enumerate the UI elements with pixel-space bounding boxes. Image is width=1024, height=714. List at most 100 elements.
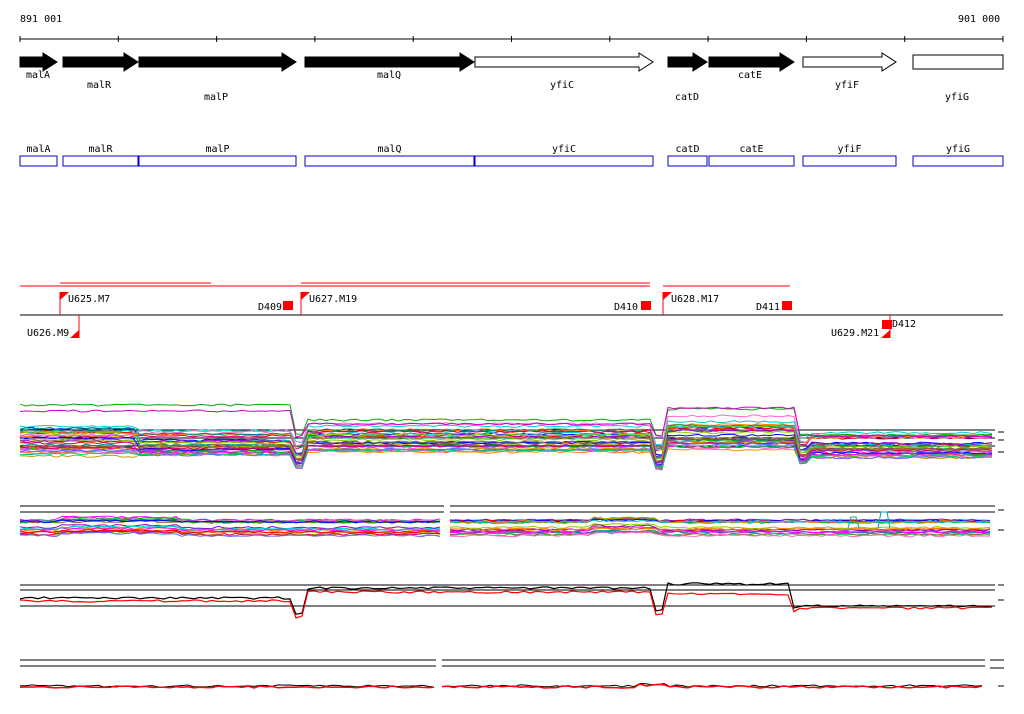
gene-label-catE: catE bbox=[738, 70, 762, 81]
region-start-coordinate: 891 001 bbox=[20, 14, 63, 25]
expression-profile-line bbox=[19, 424, 993, 450]
annotation-box-yfiC[interactable] bbox=[474, 155, 654, 167]
annotation-label-yfiF: yfiF bbox=[837, 144, 861, 155]
annotation-label-catD: catD bbox=[675, 144, 699, 155]
expression-profile-line bbox=[19, 523, 441, 530]
feature-range-track bbox=[20, 282, 790, 287]
expression-profile-line bbox=[19, 590, 993, 619]
expression-profile-line bbox=[19, 425, 993, 460]
expression-profile-line bbox=[450, 531, 991, 538]
upstream-flag[interactable] bbox=[60, 292, 69, 300]
annotation-box-catD[interactable] bbox=[667, 155, 708, 167]
expression-profile-line bbox=[449, 516, 991, 524]
annotation-box-yfiG[interactable] bbox=[912, 155, 1004, 167]
expression-profile-line bbox=[19, 582, 993, 615]
annotation-track: malA malR malP malQ yfiC catD catE yfiF yfiG bbox=[19, 144, 1004, 167]
expression-peak bbox=[877, 511, 891, 529]
expression-profile-line bbox=[19, 442, 993, 470]
feature-marker-track: U625.M7 U627.M19 U628.M17 U626.M9 U629.M21 D4… bbox=[20, 292, 1003, 339]
upstream-feature-label: U626.M9 bbox=[27, 328, 69, 339]
expression-profile-line bbox=[19, 519, 441, 524]
expression-profile-line bbox=[19, 531, 441, 538]
annotation-box-malP[interactable] bbox=[138, 155, 297, 167]
annotation-label-catE: catE bbox=[739, 144, 763, 155]
expression-profile-line bbox=[449, 529, 991, 534]
upstream-flag[interactable] bbox=[663, 292, 672, 300]
annotation-box-catE[interactable] bbox=[708, 155, 795, 167]
expression-panel-1 bbox=[19, 403, 995, 471]
upstream-feature-label: U629.M21 bbox=[831, 328, 879, 339]
expression-profile-line bbox=[441, 682, 983, 688]
gene-label-malP: malP bbox=[204, 92, 228, 103]
downstream-feature-label: D409 bbox=[258, 302, 282, 313]
annotation-label-malR: malR bbox=[88, 144, 113, 155]
annotation-box-malR[interactable] bbox=[62, 155, 139, 167]
expression-panel-4 bbox=[19, 431, 1004, 689]
upstream-feature-label: U628.M17 bbox=[671, 294, 719, 305]
expression-profile-line bbox=[19, 685, 435, 689]
expression-profile-line bbox=[19, 436, 993, 462]
annotation-label-malA: malA bbox=[26, 144, 50, 155]
annotation-box-malA[interactable] bbox=[19, 155, 58, 167]
upstream-feature-label: U625.M7 bbox=[68, 294, 110, 305]
gene-arrow-catD[interactable] bbox=[667, 52, 708, 72]
downstream-feature-label: D412 bbox=[892, 319, 916, 330]
expression-profile-line bbox=[19, 444, 993, 470]
annotation-box-malQ[interactable] bbox=[304, 155, 475, 167]
expression-panel-3 bbox=[19, 582, 995, 619]
gene-label-malR: malR bbox=[87, 80, 112, 91]
expression-profile-line bbox=[19, 438, 993, 468]
gene-label-yfiC: yfiC bbox=[550, 80, 574, 91]
annotation-box-yfiF[interactable] bbox=[802, 155, 897, 167]
expression-profile-line bbox=[449, 518, 991, 523]
expression-peak bbox=[847, 516, 860, 529]
expression-profile-line bbox=[19, 529, 441, 534]
expression-profile-line bbox=[449, 526, 991, 534]
downstream-marker[interactable] bbox=[641, 301, 651, 310]
expression-profile-line bbox=[19, 526, 441, 532]
gene-track: malA malR malP malQ yfiC catD catE yfiF yfiG bbox=[19, 52, 1004, 103]
gene-arrow-catE[interactable] bbox=[708, 52, 795, 72]
annotation-label-malP: malP bbox=[205, 144, 229, 155]
gene-arrow-malA[interactable] bbox=[19, 52, 58, 72]
upstream-flag[interactable] bbox=[881, 330, 890, 338]
gene-label-malA: malA bbox=[26, 70, 50, 81]
upstream-feature-label: U627.M19 bbox=[309, 294, 357, 305]
gene-label-yfiG: yfiG bbox=[945, 92, 969, 103]
expression-profile-line bbox=[19, 403, 993, 437]
expression-profile-line bbox=[20, 441, 993, 471]
annotation-label-yfiG: yfiG bbox=[946, 144, 970, 155]
annotation-label-yfiC: yfiC bbox=[552, 144, 576, 155]
gene-label-yfiF: yfiF bbox=[835, 80, 859, 91]
downstream-feature-label: D411 bbox=[756, 302, 780, 313]
expression-profile-line bbox=[449, 523, 991, 530]
gene-label-malQ: malQ bbox=[377, 70, 401, 81]
expression-profile-line bbox=[449, 526, 991, 531]
gene-arrow-yfiF[interactable] bbox=[802, 52, 897, 72]
downstream-feature-label: D410 bbox=[614, 302, 638, 313]
expression-profile-line bbox=[19, 441, 993, 463]
annotation-label-malQ: malQ bbox=[377, 144, 401, 155]
expression-profile-line bbox=[19, 525, 441, 531]
gene-arrow-malP[interactable] bbox=[138, 52, 297, 72]
downstream-marker[interactable] bbox=[283, 301, 293, 310]
expression-profile-line bbox=[441, 683, 983, 689]
coordinate-ruler bbox=[19, 36, 1004, 42]
upstream-flag[interactable] bbox=[301, 292, 310, 300]
gene-label-catD: catD bbox=[675, 92, 699, 103]
region-end-coordinate: 901 000 bbox=[958, 14, 1001, 25]
expression-profile-line bbox=[19, 420, 993, 446]
expression-profile-line bbox=[19, 406, 993, 438]
expression-profile-line bbox=[19, 423, 993, 451]
downstream-marker[interactable] bbox=[882, 320, 892, 329]
expression-profile-line bbox=[19, 515, 441, 522]
upstream-flag[interactable] bbox=[70, 330, 79, 338]
gene-arrow-yfiG[interactable] bbox=[912, 54, 1004, 70]
expression-panel-2 bbox=[19, 505, 995, 538]
gene-arrow-yfiC[interactable] bbox=[474, 52, 654, 72]
gene-arrow-malR[interactable] bbox=[62, 52, 139, 72]
expression-profile-line bbox=[449, 524, 991, 532]
gene-arrow-malQ[interactable] bbox=[304, 52, 475, 72]
downstream-marker[interactable] bbox=[782, 301, 792, 310]
